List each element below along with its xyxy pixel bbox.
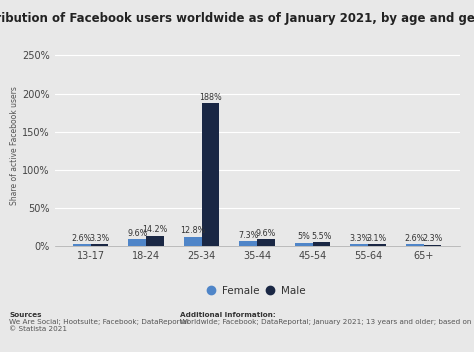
- Bar: [368, 244, 386, 246]
- Text: 2.3%: 2.3%: [422, 234, 443, 244]
- Y-axis label: Share of active Facebook users: Share of active Facebook users: [10, 86, 19, 205]
- Text: Sources: Sources: [9, 312, 42, 318]
- Text: 7.3%: 7.3%: [238, 231, 258, 240]
- Text: 9.6%: 9.6%: [256, 229, 276, 238]
- Text: 5%: 5%: [297, 232, 310, 241]
- Bar: [424, 245, 441, 246]
- Text: Distribution of Facebook users worldwide as of January 2021, by age and gender: Distribution of Facebook users worldwide…: [0, 12, 474, 25]
- Text: 3.3%: 3.3%: [90, 234, 109, 243]
- Bar: [184, 237, 201, 246]
- Bar: [295, 243, 313, 246]
- Text: 14.2%: 14.2%: [142, 225, 168, 234]
- Text: 3.3%: 3.3%: [349, 234, 369, 243]
- Text: 5.5%: 5.5%: [311, 232, 332, 241]
- Bar: [91, 244, 109, 246]
- Text: 2.6%: 2.6%: [72, 234, 92, 243]
- Text: We Are Social; Hootsuite; Facebook; DataReportal
© Statista 2021: We Are Social; Hootsuite; Facebook; Data…: [9, 319, 189, 332]
- Text: Additional Information:: Additional Information:: [180, 312, 276, 318]
- Bar: [239, 241, 257, 246]
- Text: 3.1%: 3.1%: [367, 234, 387, 243]
- Text: 188%: 188%: [199, 93, 222, 102]
- Text: Worldwide; Facebook; DataReportal; January 2021; 13 years and older; based on ad: Worldwide; Facebook; DataReportal; Janua…: [180, 319, 474, 325]
- Bar: [350, 244, 368, 246]
- Text: 12.8%: 12.8%: [180, 226, 205, 235]
- Bar: [257, 239, 275, 246]
- Legend: Female, Male: Female, Male: [204, 282, 310, 300]
- Bar: [73, 244, 91, 246]
- Bar: [128, 239, 146, 246]
- Text: 9.6%: 9.6%: [127, 229, 147, 238]
- Bar: [406, 244, 424, 246]
- Bar: [146, 235, 164, 246]
- Bar: [313, 242, 330, 246]
- Bar: [201, 103, 219, 246]
- Text: 2.6%: 2.6%: [404, 234, 425, 243]
